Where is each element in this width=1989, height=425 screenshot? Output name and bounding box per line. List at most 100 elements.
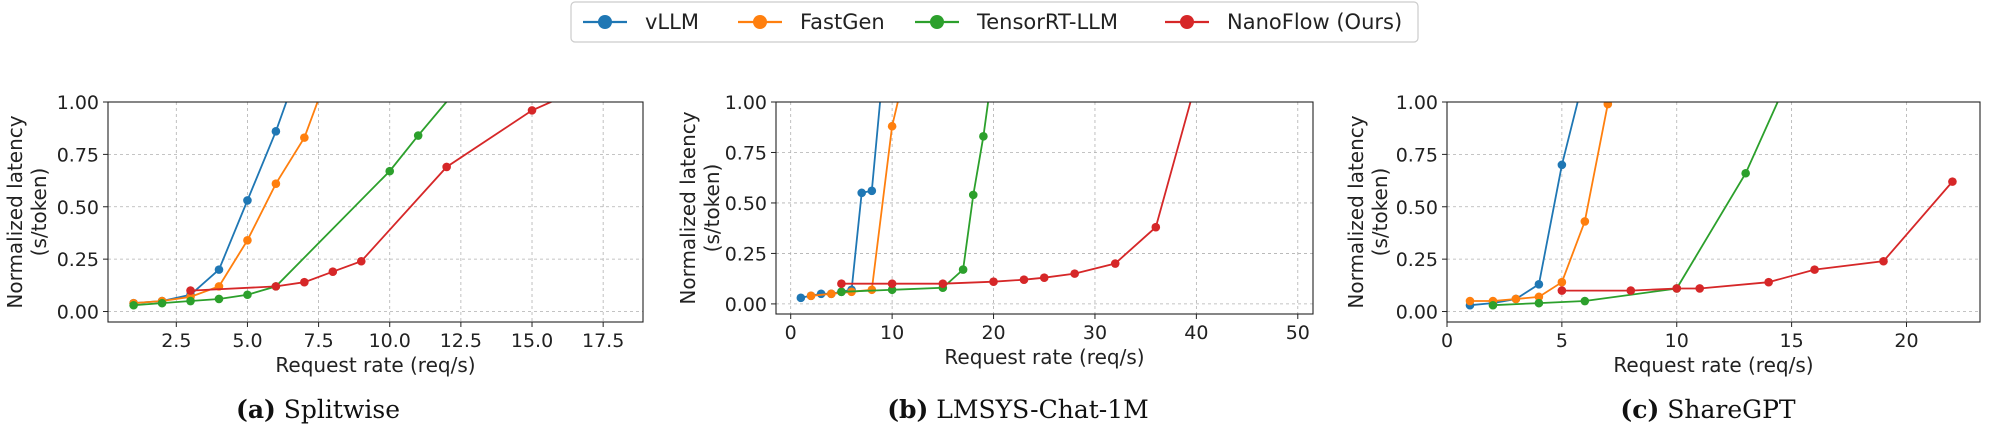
x-axis-label: Request rate (req/s)	[1613, 353, 1813, 377]
data-point	[826, 289, 836, 299]
series-line	[1561, 181, 1954, 292]
data-point	[1948, 177, 1957, 186]
data-point	[887, 285, 897, 295]
data-point	[1110, 259, 1120, 268]
legend-entry: NanoFlow (Ours)	[1165, 10, 1402, 34]
data-point	[300, 277, 309, 287]
legend-marker	[1180, 15, 1194, 29]
data-point	[243, 235, 252, 245]
data-point	[857, 188, 866, 198]
caption-label: (b)	[887, 395, 928, 424]
x-tick-label: 12.5	[440, 330, 482, 352]
series-vllm	[796, 102, 881, 303]
x-tick-label: 10	[1665, 330, 1689, 352]
y-axis-label-units: (s/token)	[1368, 168, 1392, 257]
data-point	[157, 298, 167, 308]
caption-label: (c)	[1620, 395, 1659, 424]
series-tensorrt-llm	[1488, 102, 1779, 310]
subplot-caption: (c) ShareGPT	[1620, 395, 1796, 424]
data-point	[1557, 286, 1567, 295]
x-tick-label: 5	[1556, 330, 1568, 352]
series-line	[1492, 102, 1779, 307]
data-point	[1603, 102, 1613, 109]
data-point	[1070, 269, 1079, 278]
y-tick-label: 1.00	[57, 92, 99, 114]
y-axis-label: Normalized latency	[1344, 115, 1368, 308]
data-point	[1151, 222, 1161, 232]
legend-label: NanoFlow (Ours)	[1227, 10, 1402, 34]
data-point	[1557, 277, 1567, 287]
data-point	[887, 279, 897, 289]
legend-marker	[598, 15, 612, 29]
axes-frame	[1446, 101, 1981, 323]
caption-title: Splitwise	[276, 395, 400, 424]
y-tick-label: 0.00	[725, 294, 767, 316]
legend-entry: vLLM	[583, 10, 699, 34]
legend: vLLM FastGen TensorRT-LLM NanoFlow (Ours)	[570, 1, 1419, 43]
data-point	[271, 127, 281, 136]
series-vllm	[129, 102, 288, 308]
data-point	[1580, 217, 1590, 226]
series-line	[800, 102, 881, 299]
data-point	[1465, 296, 1475, 306]
legend-entry: FastGen	[738, 10, 885, 34]
series-fastgen	[129, 102, 319, 308]
series-line	[810, 102, 899, 297]
series-nanoflow-ours-	[186, 102, 554, 295]
data-point	[413, 131, 423, 140]
x-axis-label: Request rate (req/s)	[944, 345, 1144, 369]
x-tick-label: 2.5	[161, 330, 191, 352]
x-tick-label: 40	[1184, 322, 1208, 344]
legend-marker	[930, 15, 944, 29]
data-point	[796, 293, 806, 303]
series-line	[190, 102, 554, 292]
subplot-caption: (b) LMSYS-Chat-1M	[887, 395, 1149, 424]
y-tick-label: 0.75	[725, 142, 767, 164]
data-point	[271, 179, 281, 189]
x-tick-label: 10.0	[369, 330, 411, 352]
x-axis-label: Request rate (req/s)	[275, 353, 475, 377]
data-point	[1741, 168, 1750, 178]
y-tick-label: 0.50	[725, 193, 767, 215]
y-tick-label: 0.25	[57, 249, 99, 271]
data-point	[1534, 279, 1544, 289]
data-point	[1534, 298, 1544, 308]
x-tick-label: 5.0	[232, 330, 262, 352]
data-point	[243, 290, 252, 300]
y-axis-label: Normalized latency	[3, 115, 27, 308]
data-point	[1580, 296, 1590, 306]
data-point	[837, 279, 846, 289]
y-tick-label: 0.00	[1396, 302, 1438, 324]
data-point	[328, 267, 338, 277]
data-point	[300, 133, 309, 142]
data-point	[1534, 292, 1544, 302]
subplot-lmsys-chat-1m: 0 10 20 30 40 50 0.00 0.25 0.50 0.75 1.00 Request r…	[676, 92, 1314, 424]
data-point	[271, 282, 281, 291]
x-tick-label: 30	[1083, 322, 1107, 344]
data-point	[385, 166, 395, 176]
y-tick-label: 0.00	[57, 302, 99, 324]
data-point	[186, 296, 195, 306]
data-point	[1672, 284, 1682, 293]
subplot-splitwise: 2.5 5.0 7.5 10.0 12.5 15.0 17.5 0.00 0.25 0.50 0.7…	[3, 92, 644, 424]
data-point	[816, 289, 826, 299]
x-tick-label: 20	[981, 322, 1005, 344]
data-point	[1019, 275, 1029, 284]
series-line	[841, 102, 1192, 285]
caption-title: ShareGPT	[1659, 395, 1796, 424]
x-tick-label: 15.0	[511, 330, 553, 352]
subplot-caption: (a) Splitwise	[236, 395, 400, 424]
y-tick-label: 0.25	[725, 243, 767, 265]
data-point	[887, 121, 897, 131]
series-line	[133, 102, 288, 304]
data-point	[1626, 286, 1636, 295]
data-point	[1810, 265, 1819, 274]
legend-entry: TensorRT-LLM	[915, 10, 1118, 34]
axes-frame	[775, 101, 1314, 315]
y-axis-label-units: (s/token)	[700, 164, 724, 253]
legend-label: vLLM	[645, 10, 699, 34]
x-tick-label: 0	[785, 322, 797, 344]
data-point	[129, 300, 138, 310]
data-point	[979, 132, 988, 141]
y-tick-label: 0.25	[1396, 249, 1438, 271]
